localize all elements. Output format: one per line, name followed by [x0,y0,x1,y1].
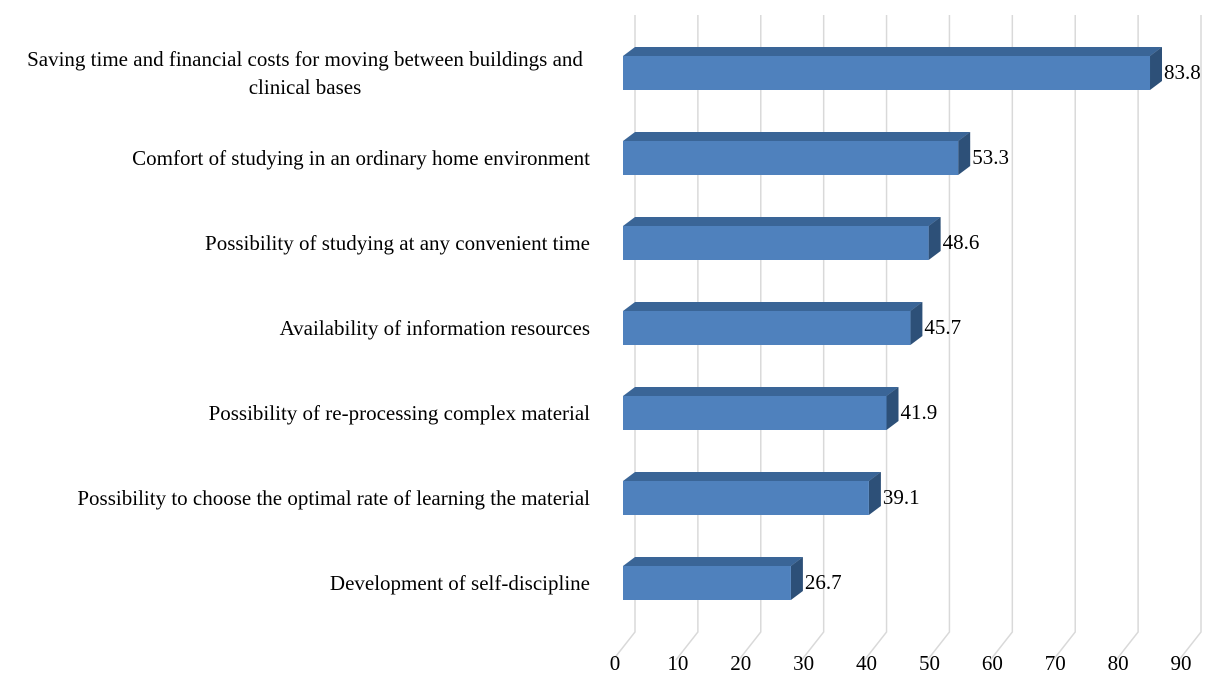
grid-line [989,15,1014,661]
x-tick-label: 30 [793,651,814,673]
x-tick-label: 40 [856,651,877,673]
bar [623,481,869,515]
bar-top [623,472,881,481]
bar-side [910,302,923,345]
value-label: 48.6 [943,230,980,254]
x-tick-label: 90 [1171,651,1192,673]
x-tick-label: 50 [919,651,940,673]
x-tick-label: 70 [1045,651,1066,673]
bar-top [623,132,971,141]
grid-line [1178,15,1202,661]
bar-side [886,387,899,430]
x-tick-label: 80 [1108,651,1129,673]
category-label: Saving time and financial costs for movi… [27,47,583,99]
grid-line [1052,15,1076,661]
x-tick-label: 20 [730,651,751,673]
bar-top [623,217,941,226]
category-label: Development of self-discipline [329,571,590,595]
bar-top [623,387,899,396]
value-label: 41.9 [901,400,938,424]
bar-top [623,47,1163,56]
bar-side [928,217,941,260]
category-label: Possibility to choose the optimal rate o… [77,486,590,510]
value-label: 26.7 [805,570,842,594]
value-label: 39.1 [883,485,920,509]
bar-side [790,557,803,600]
bar-side [868,472,881,515]
x-tick-label: 10 [667,651,688,673]
bar [623,311,911,345]
value-label: 53.3 [972,145,1009,169]
category-label: Availability of information resources [279,316,590,340]
x-tick-label: 60 [982,651,1003,673]
bar-top [623,302,923,311]
bar-side [1150,47,1163,90]
x-tick-label: 0 [610,651,621,673]
value-label: 45.7 [924,315,961,339]
grid-line [1115,15,1139,661]
bar [623,226,929,260]
bar [623,396,887,430]
bar [623,141,959,175]
bar [623,566,791,600]
category-label: Possibility of re-processing complex mat… [208,401,590,425]
grid-line [926,15,951,661]
bar-side [958,132,971,175]
bar-top [623,557,803,566]
value-label: 83.8 [1164,60,1201,84]
category-label: Comfort of studying in an ordinary home … [132,146,590,170]
category-label: Possibility of studying at any convenien… [205,231,590,255]
bar [623,56,1151,90]
